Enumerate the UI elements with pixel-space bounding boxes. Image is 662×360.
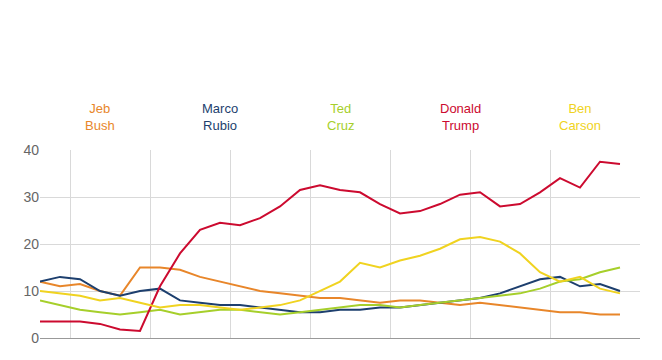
- svg-text:BenCarson: BenCarson: [559, 101, 601, 133]
- svg-text:30: 30: [23, 189, 39, 205]
- svg-text:JebBush: JebBush: [85, 101, 115, 133]
- svg-text:20: 20: [23, 236, 39, 252]
- svg-text:MarcoRubio: MarcoRubio: [202, 101, 238, 133]
- svg-text:TedCruz: TedCruz: [327, 101, 354, 133]
- svg-text:0: 0: [31, 330, 39, 346]
- svg-text:40: 40: [23, 142, 39, 158]
- svg-text:DonaldTrump: DonaldTrump: [440, 101, 481, 133]
- svg-text:10: 10: [23, 283, 39, 299]
